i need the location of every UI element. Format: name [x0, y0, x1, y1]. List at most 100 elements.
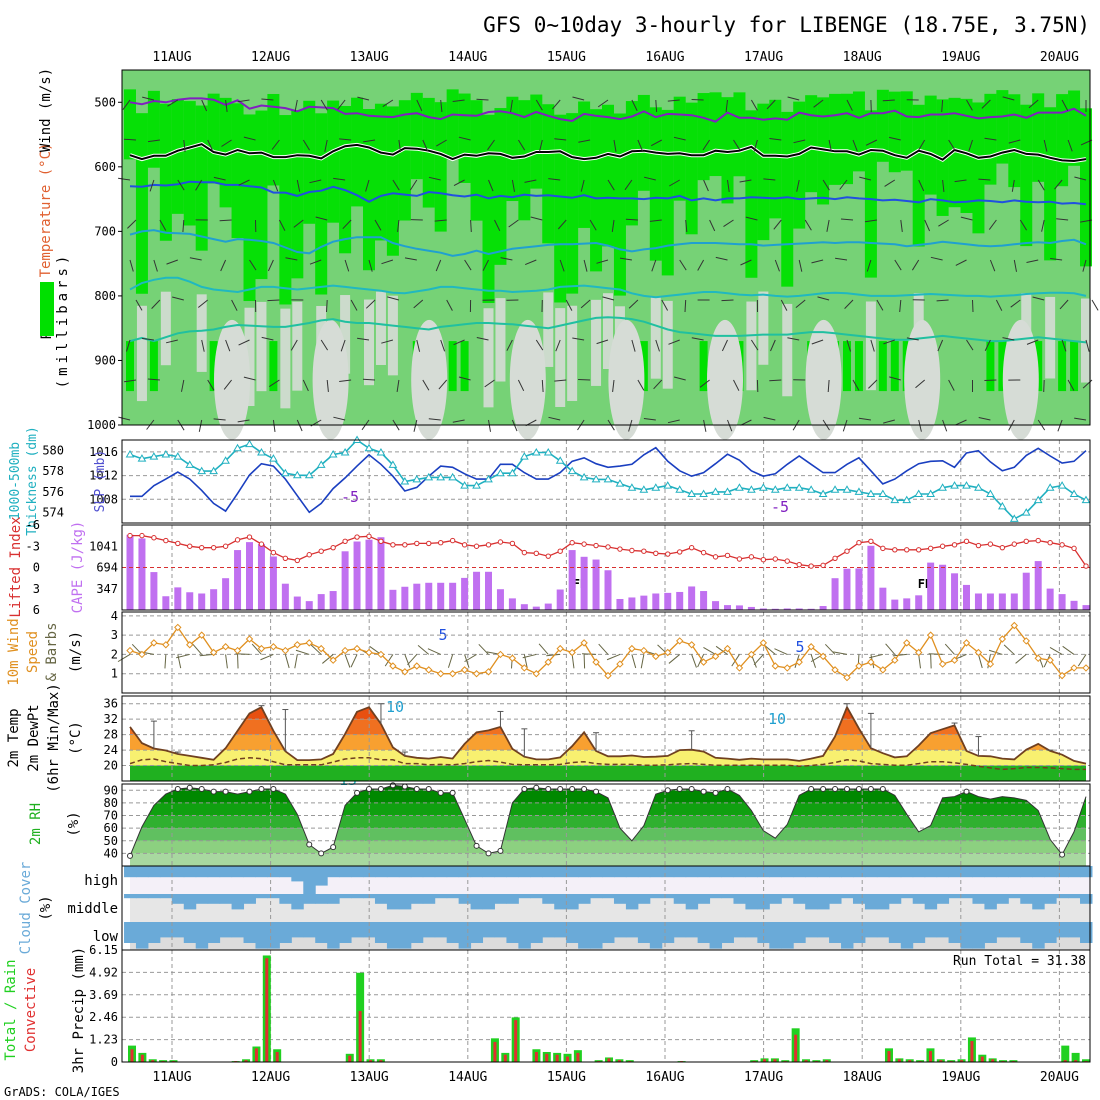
rh-moist-patch — [126, 341, 134, 392]
wind-barb — [840, 218, 854, 221]
wind-barb — [413, 419, 418, 432]
wind-speed-marker — [998, 635, 1007, 643]
wind-speed-marker — [221, 643, 230, 651]
wind-barb — [363, 139, 376, 143]
rh-marker — [366, 786, 372, 793]
lifted-index-marker — [473, 543, 480, 549]
rh-moist-patch — [876, 89, 889, 162]
cloud-cell — [912, 866, 926, 878]
wind-barb — [697, 259, 705, 271]
wind-barb — [740, 259, 752, 266]
thickness-marker — [962, 481, 971, 489]
lifted-index-marker — [904, 547, 910, 553]
rh-band — [130, 815, 1086, 829]
lifted-index-marker — [688, 544, 695, 551]
wind-barb — [476, 337, 489, 341]
wind-barb — [522, 653, 537, 659]
run-total-label: Run Total = 31.38 — [953, 954, 1086, 969]
rh-dry-patch — [746, 301, 757, 391]
cape-bar — [532, 606, 540, 610]
cloud-cell — [386, 922, 400, 949]
cloud-cell — [255, 866, 268, 878]
precip-total-bar — [1082, 1059, 1090, 1062]
wind-barb — [285, 257, 298, 261]
wind-barb — [320, 99, 328, 111]
cloud-cell — [291, 894, 304, 910]
cloud-cell — [566, 922, 579, 943]
wind-barb — [578, 139, 591, 143]
date-label-bottom: 16AUG — [645, 1070, 684, 1085]
rh-moist-patch — [998, 341, 1007, 392]
cloud-cell — [673, 922, 687, 938]
wind-barb — [511, 179, 515, 192]
wind-barb — [769, 379, 782, 382]
rh-moist-patch — [685, 102, 698, 235]
precip-total-bar — [750, 1060, 759, 1062]
ytick-label: 20 — [104, 759, 118, 773]
rh-dry-patch — [387, 295, 398, 376]
rh-moist-patch — [878, 341, 887, 392]
thickness-marker — [460, 481, 469, 489]
rh-marker — [855, 786, 862, 793]
wind-barb — [995, 299, 1003, 311]
cape-bar — [879, 587, 887, 610]
cloud-cell — [1044, 894, 1057, 904]
cape-bar — [341, 551, 349, 610]
rh-marker — [485, 850, 492, 857]
wind-barb — [631, 339, 636, 352]
precip-convective-bar — [379, 1060, 383, 1062]
cloud-cell — [434, 894, 448, 899]
cloud-cell — [578, 866, 591, 878]
wind-speed-marker — [616, 660, 624, 668]
wind-speed-marker — [281, 646, 290, 655]
cape-bar — [126, 534, 134, 610]
cloud-cell — [960, 922, 973, 949]
thickness-marker — [567, 466, 577, 475]
thickness-marker — [1033, 495, 1043, 504]
thickness-marker — [854, 487, 864, 495]
rh-moist-patch — [1032, 93, 1045, 182]
wind-barb — [944, 643, 955, 655]
wind-barb — [365, 299, 376, 309]
rh-moist-patch — [267, 93, 280, 186]
wind-barb — [362, 378, 376, 381]
cloud-cell — [625, 866, 639, 878]
wind-frame — [121, 611, 1091, 694]
rh-marker — [318, 850, 325, 857]
wind-barb — [278, 219, 286, 231]
wind-barb — [506, 339, 513, 351]
rh-moist-patch — [207, 93, 220, 184]
rh-moist-patch — [269, 341, 278, 392]
wind-barb — [661, 299, 669, 311]
cloud-cell — [578, 922, 591, 949]
cloud-cell — [374, 866, 388, 878]
rh-marker — [1059, 851, 1066, 858]
lifted-index-marker — [677, 549, 683, 555]
wind-barb — [709, 219, 716, 232]
wind-speed-marker — [389, 662, 397, 670]
lifted-index-marker — [330, 544, 336, 551]
rh-moist-patch — [506, 96, 519, 202]
wind-barb — [948, 379, 955, 391]
rh-marker — [413, 786, 420, 793]
cloud-cell — [482, 894, 495, 910]
wind-barb — [827, 379, 830, 393]
ytick-label: 1.23 — [89, 1033, 118, 1047]
ytick-label: 28 — [104, 728, 118, 742]
lifted-index-marker — [210, 544, 217, 551]
wind-barb — [428, 418, 441, 421]
cape-panel: -6 -3 0 3 6 347 694 1041 Lifted Index CAPE (J/kg) — [8, 516, 1091, 618]
wind-barb — [538, 643, 549, 655]
thickness-marker — [304, 470, 314, 479]
wind-barb — [384, 654, 394, 667]
cape-bar — [759, 608, 767, 610]
wind-barb — [195, 179, 203, 191]
thickness-marker — [818, 489, 828, 497]
wind-barb — [1026, 339, 1039, 345]
wind-barb — [1041, 219, 1045, 232]
cape-bar — [293, 596, 301, 610]
ytick-label-left: 0 — [33, 561, 40, 575]
rh-moist-patch — [255, 110, 268, 280]
cape-bar — [819, 606, 827, 610]
